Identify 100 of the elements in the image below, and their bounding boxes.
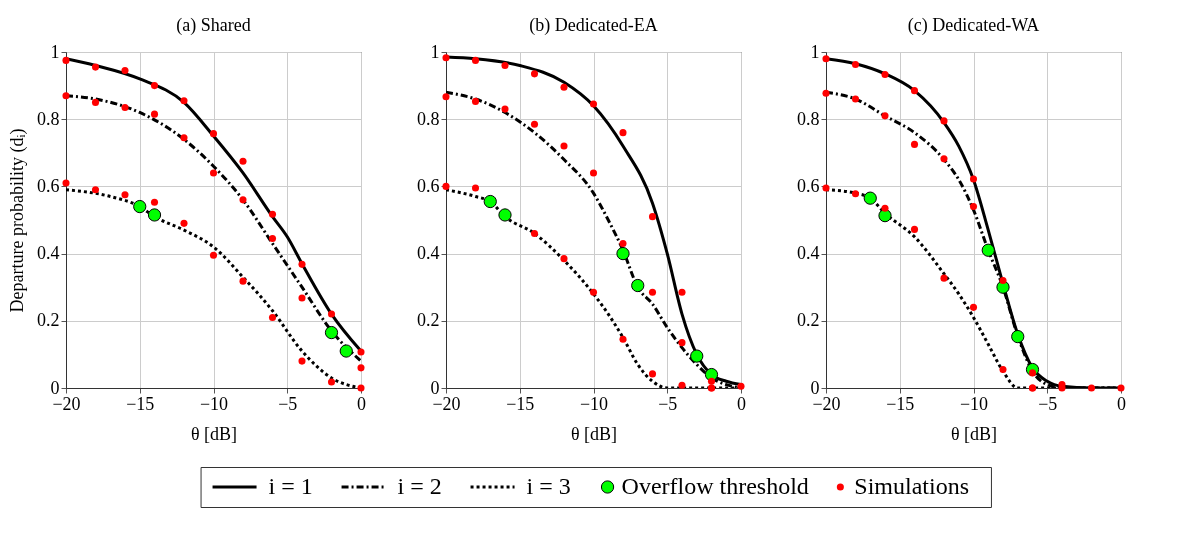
point — [442, 93, 450, 101]
point — [62, 92, 70, 100]
point — [881, 70, 889, 79]
point — [298, 260, 306, 268]
point — [940, 274, 948, 282]
point — [851, 190, 860, 198]
point — [239, 277, 247, 285]
legend-label: i = 3 — [526, 473, 571, 499]
point — [648, 213, 657, 221]
point — [969, 203, 978, 211]
point — [180, 134, 188, 142]
x-tick-label: −15 — [886, 393, 915, 414]
point — [707, 377, 716, 385]
point — [133, 199, 147, 214]
point — [678, 381, 686, 389]
y-axis-title: Departure probability (dᵢ) — [7, 128, 28, 313]
point — [501, 61, 509, 69]
point — [339, 344, 353, 358]
point — [121, 191, 129, 199]
point — [442, 182, 450, 190]
point — [530, 229, 539, 237]
y-tick-label: 0.2 — [417, 310, 440, 331]
point — [981, 243, 995, 257]
y-tick-label: 0.6 — [37, 175, 60, 196]
y-tick-label: 0.8 — [797, 108, 820, 129]
point — [530, 70, 539, 78]
x-tick-label: 0 — [357, 393, 366, 414]
point — [324, 325, 339, 340]
y-tick-label: 0.2 — [797, 310, 820, 331]
point — [209, 251, 218, 259]
y-tick-label: 0.4 — [797, 243, 820, 264]
y-tick-label: 0.4 — [417, 243, 440, 264]
point — [589, 100, 598, 108]
point — [969, 175, 978, 183]
x-tick-label: −10 — [579, 393, 609, 414]
point — [239, 157, 247, 165]
point — [180, 219, 188, 227]
chart-title: (a) Shared — [176, 15, 251, 36]
x-tick-label: 0 — [737, 393, 746, 414]
legend-label: i = 1 — [268, 473, 313, 499]
point — [560, 83, 568, 91]
point — [1011, 329, 1025, 344]
chart-title: (c) Dedicated-WA — [907, 15, 1040, 36]
point — [619, 129, 627, 137]
point — [822, 55, 830, 63]
y-tick-label: 0.6 — [417, 175, 440, 196]
point — [737, 382, 745, 390]
point — [589, 288, 598, 296]
point — [147, 208, 162, 222]
point — [881, 112, 889, 120]
point — [678, 288, 686, 296]
point — [822, 184, 830, 192]
point — [62, 179, 70, 187]
point — [209, 130, 218, 138]
point — [530, 120, 539, 128]
point — [910, 140, 919, 148]
point — [471, 97, 480, 105]
point — [940, 155, 948, 163]
x-axis-title: θ [dB] — [570, 423, 618, 444]
x-tick-label: −15 — [126, 393, 155, 414]
point — [357, 384, 365, 392]
point — [150, 198, 159, 206]
point — [91, 63, 100, 71]
point — [881, 204, 889, 212]
y-tick-label: 1 — [430, 41, 440, 62]
y-tick-label: 0.8 — [37, 108, 60, 129]
y-tick-label: 1 — [810, 41, 820, 62]
legend-label: Overflow threshold — [621, 473, 809, 499]
x-tick-label: 0 — [1117, 393, 1126, 414]
point — [298, 294, 306, 302]
legend-label: i = 2 — [397, 473, 442, 499]
point — [851, 60, 860, 68]
point — [357, 348, 365, 356]
point — [471, 184, 480, 192]
point — [619, 239, 627, 248]
point — [1087, 384, 1096, 392]
point — [298, 357, 306, 365]
legend-label: Simulations — [854, 473, 970, 499]
point — [150, 110, 159, 118]
x-axis-title: θ [dB] — [190, 423, 238, 444]
x-tick-label: −5 — [278, 393, 298, 414]
point — [268, 313, 277, 321]
point — [121, 103, 129, 111]
y-tick-label: 0.8 — [417, 108, 440, 129]
point — [91, 98, 100, 106]
point — [560, 255, 568, 263]
y-tick-label: 0.2 — [37, 310, 60, 331]
point — [999, 365, 1007, 374]
point — [648, 370, 657, 378]
point — [910, 87, 919, 95]
x-tick-label: −10 — [199, 393, 229, 414]
point — [209, 169, 218, 177]
point — [91, 186, 100, 194]
point — [327, 378, 336, 386]
point — [357, 364, 365, 372]
point — [631, 278, 645, 293]
point — [619, 335, 627, 343]
point — [327, 310, 336, 318]
point — [121, 66, 129, 75]
y-tick-label: 0.4 — [37, 243, 60, 264]
